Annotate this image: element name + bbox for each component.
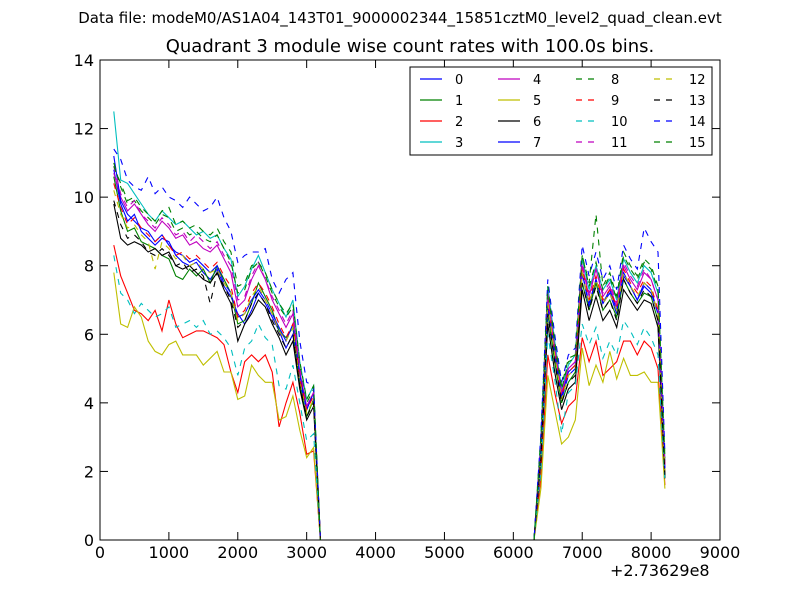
legend-label-8: 8	[611, 73, 619, 88]
x-tick-label-1: 1000	[149, 543, 190, 562]
legend-label-6: 6	[533, 115, 541, 130]
series-line-6	[113, 203, 666, 541]
series-line-3	[113, 111, 666, 541]
y-tick-label-0: 0	[84, 531, 94, 550]
y-tick-label-3: 6	[84, 325, 94, 344]
y-tick-label-2: 4	[84, 394, 94, 413]
y-tick-label-1: 2	[84, 462, 94, 481]
series-line-8	[113, 162, 666, 541]
x-offset-label: +2.73629e8	[610, 561, 710, 580]
legend-label-12: 12	[689, 73, 706, 88]
series-line-0	[113, 169, 666, 541]
legend-label-9: 9	[611, 94, 619, 109]
series-line-7	[113, 155, 666, 541]
series-line-4	[113, 172, 666, 541]
x-tick-label-8: 8000	[631, 543, 672, 562]
axis-layer: 0 1000 2000 3000 4000 5000 6000 7000 8000 9000 0 2 4…	[74, 51, 741, 562]
x-tick-label-6: 6000	[493, 543, 534, 562]
suptitle: Data file: modeM0/AS1A04_143T01_90000023…	[78, 9, 722, 27]
plot-frame	[99, 59, 721, 541]
legend-label-11: 11	[611, 136, 628, 151]
series-line-11	[113, 166, 666, 541]
x-tick-label-4: 4000	[355, 543, 396, 562]
x-tick-label-9: 9000	[700, 543, 741, 562]
legend-label-0: 0	[455, 73, 463, 88]
legend-label-13: 13	[689, 94, 706, 109]
y-tick-label-7: 14	[74, 51, 94, 70]
legend-label-14: 14	[689, 115, 706, 130]
x-tick-label-0: 0	[95, 543, 105, 562]
x-tick-label-2: 2000	[217, 543, 258, 562]
legend-label-4: 4	[533, 73, 541, 88]
legend-label-10: 10	[611, 115, 628, 130]
y-tick-label-4: 8	[84, 257, 94, 276]
y-tick-label-6: 12	[74, 120, 94, 139]
legend-label-2: 2	[455, 115, 463, 130]
series-line-1	[113, 176, 666, 541]
series-line-13	[113, 200, 666, 541]
series-line-14	[113, 148, 666, 541]
legend-label-5: 5	[533, 94, 541, 109]
series-line-12	[113, 190, 666, 541]
legend-label-3: 3	[455, 136, 463, 151]
legend-label-7: 7	[533, 136, 541, 151]
legend-frame	[409, 66, 713, 156]
series-layer	[113, 111, 666, 541]
series-line-2	[113, 244, 666, 541]
series-line-9	[113, 183, 666, 541]
legend-label-15: 15	[689, 136, 706, 151]
chart-title: Quadrant 3 module wise count rates with …	[165, 36, 655, 57]
series-line-10	[113, 255, 666, 541]
y-tick-label-5: 10	[74, 188, 94, 207]
x-tick-label-7: 7000	[562, 543, 603, 562]
x-tick-label-3: 3000	[286, 543, 327, 562]
legend-label-1: 1	[455, 94, 463, 109]
series-line-5	[113, 272, 666, 541]
x-tick-label-5: 5000	[424, 543, 465, 562]
